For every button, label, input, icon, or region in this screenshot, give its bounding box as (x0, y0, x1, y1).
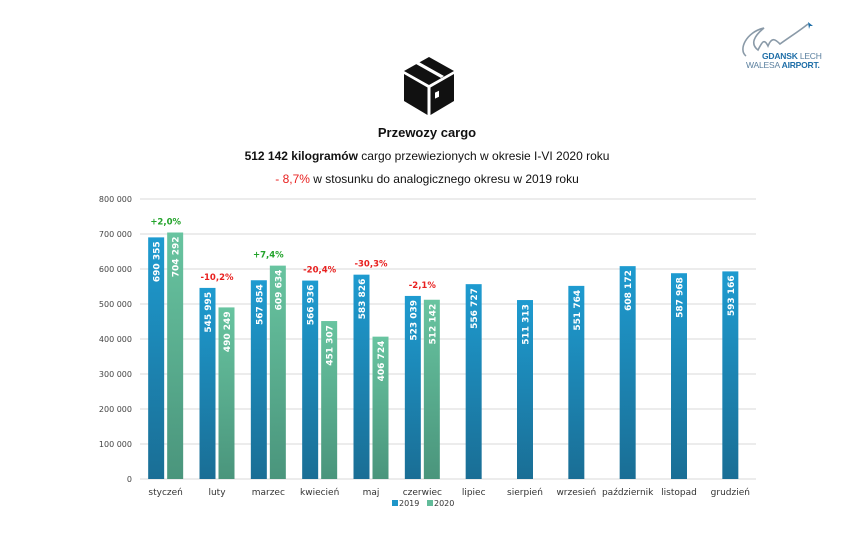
y-tick-label: 300 000 (99, 370, 132, 379)
value-label: 583 826 (358, 279, 368, 320)
value-label: 545 995 (204, 292, 214, 333)
logo-walesa: WALESA (746, 60, 780, 70)
percent-change-label: +7,4% (253, 251, 284, 261)
value-label: 566 936 (307, 285, 317, 326)
y-tick-label: 800 000 (99, 195, 132, 204)
bar-2019 (353, 274, 370, 479)
bar-2019 (465, 284, 482, 479)
bar-2019 (302, 280, 319, 479)
y-tick-label: 100 000 (99, 440, 132, 449)
y-tick-label: 600 000 (99, 265, 132, 274)
chart-title: Przewozy cargo (377, 125, 477, 140)
cargo-box-icon (404, 57, 454, 115)
bar-2019 (722, 271, 739, 479)
bar-2020 (269, 265, 286, 479)
percent-change-label: -20,4% (303, 266, 336, 276)
airport-logo: GDANSK LECH WALESA AIRPORT. (724, 22, 830, 72)
legend-swatch-2019 (392, 500, 398, 506)
value-label: 511 313 (522, 304, 532, 345)
value-label: 512 142 (428, 304, 438, 345)
change-value: - 8,7% (275, 172, 310, 186)
bar-2019 (671, 273, 687, 479)
value-label: 609 634 (274, 270, 284, 311)
percent-change-label: +2,0% (150, 217, 181, 227)
percent-change-label: -30,3% (354, 260, 387, 270)
change-text: w stosunku do analogicznego okresu w 201… (309, 172, 579, 186)
bar-2019 (404, 295, 421, 479)
legend-swatch-2020 (427, 500, 433, 506)
percent-change-label: -10,2% (200, 273, 233, 283)
value-label: 587 968 (676, 277, 686, 318)
x-tick-label: marzec (252, 488, 285, 498)
value-label: 523 039 (409, 300, 419, 341)
change-line: - 8,7% w stosunku do analogicznego okres… (0, 172, 854, 186)
bar-2019 (619, 266, 636, 479)
x-tick-label: kwiecień (300, 488, 339, 498)
logo-airport: AIRPORT. (781, 60, 820, 70)
bar-2020 (423, 299, 440, 479)
value-label: 567 854 (255, 284, 265, 325)
bar-2019 (148, 237, 165, 479)
value-label: 704 292 (172, 236, 182, 277)
bar-2020 (167, 232, 184, 479)
y-tick-label: 500 000 (99, 300, 132, 309)
summary-text: cargo przewiezionych w okresie I-VI 2020… (357, 149, 610, 163)
x-tick-label: październik (602, 488, 654, 498)
bar-2019 (250, 280, 267, 479)
logo-lech: LECH (799, 51, 822, 61)
value-label: 551 764 (573, 290, 583, 331)
y-tick-label: 200 000 (99, 405, 132, 414)
value-label: 406 724 (377, 341, 387, 382)
value-label: 593 166 (727, 275, 737, 316)
y-tick-label: 700 000 (99, 230, 132, 239)
value-label: 608 172 (624, 270, 634, 311)
bar-2020 (372, 336, 389, 479)
legend-label-2020: 2020 (434, 499, 454, 508)
bar-2019 (517, 300, 533, 479)
legend-label-2019: 2019 (399, 499, 419, 508)
x-tick-label: sierpień (507, 488, 543, 498)
bar-2020 (321, 321, 338, 479)
x-tick-label: lipiec (462, 488, 486, 498)
percent-change-label: -2,1% (409, 281, 437, 291)
x-tick-label: styczeń (148, 488, 182, 498)
x-tick-label: listopad (661, 488, 697, 498)
value-label: 690 355 (153, 241, 163, 282)
logo-swoosh-icon (742, 22, 813, 57)
value-label: 451 307 (326, 325, 336, 366)
value-label: 490 249 (223, 311, 233, 352)
x-tick-label: czerwiec (403, 488, 442, 498)
summary-line: 512 142 kilogramów cargo przewiezionych … (0, 149, 854, 163)
x-tick-label: grudzień (711, 488, 750, 498)
value-label: 556 727 (470, 288, 480, 329)
x-tick-label: luty (208, 488, 226, 498)
x-tick-label: maj (363, 488, 380, 498)
logo-gdansk: GDANSK (762, 51, 798, 61)
x-tick-label: wrzesień (556, 488, 596, 498)
bar-2019 (199, 287, 216, 479)
summary-amount: 512 142 kilogramów (244, 149, 358, 163)
y-tick-label: 0 (127, 475, 132, 484)
bar-2020 (218, 307, 235, 479)
bar-2019 (568, 285, 585, 479)
y-tick-label: 400 000 (99, 335, 132, 344)
